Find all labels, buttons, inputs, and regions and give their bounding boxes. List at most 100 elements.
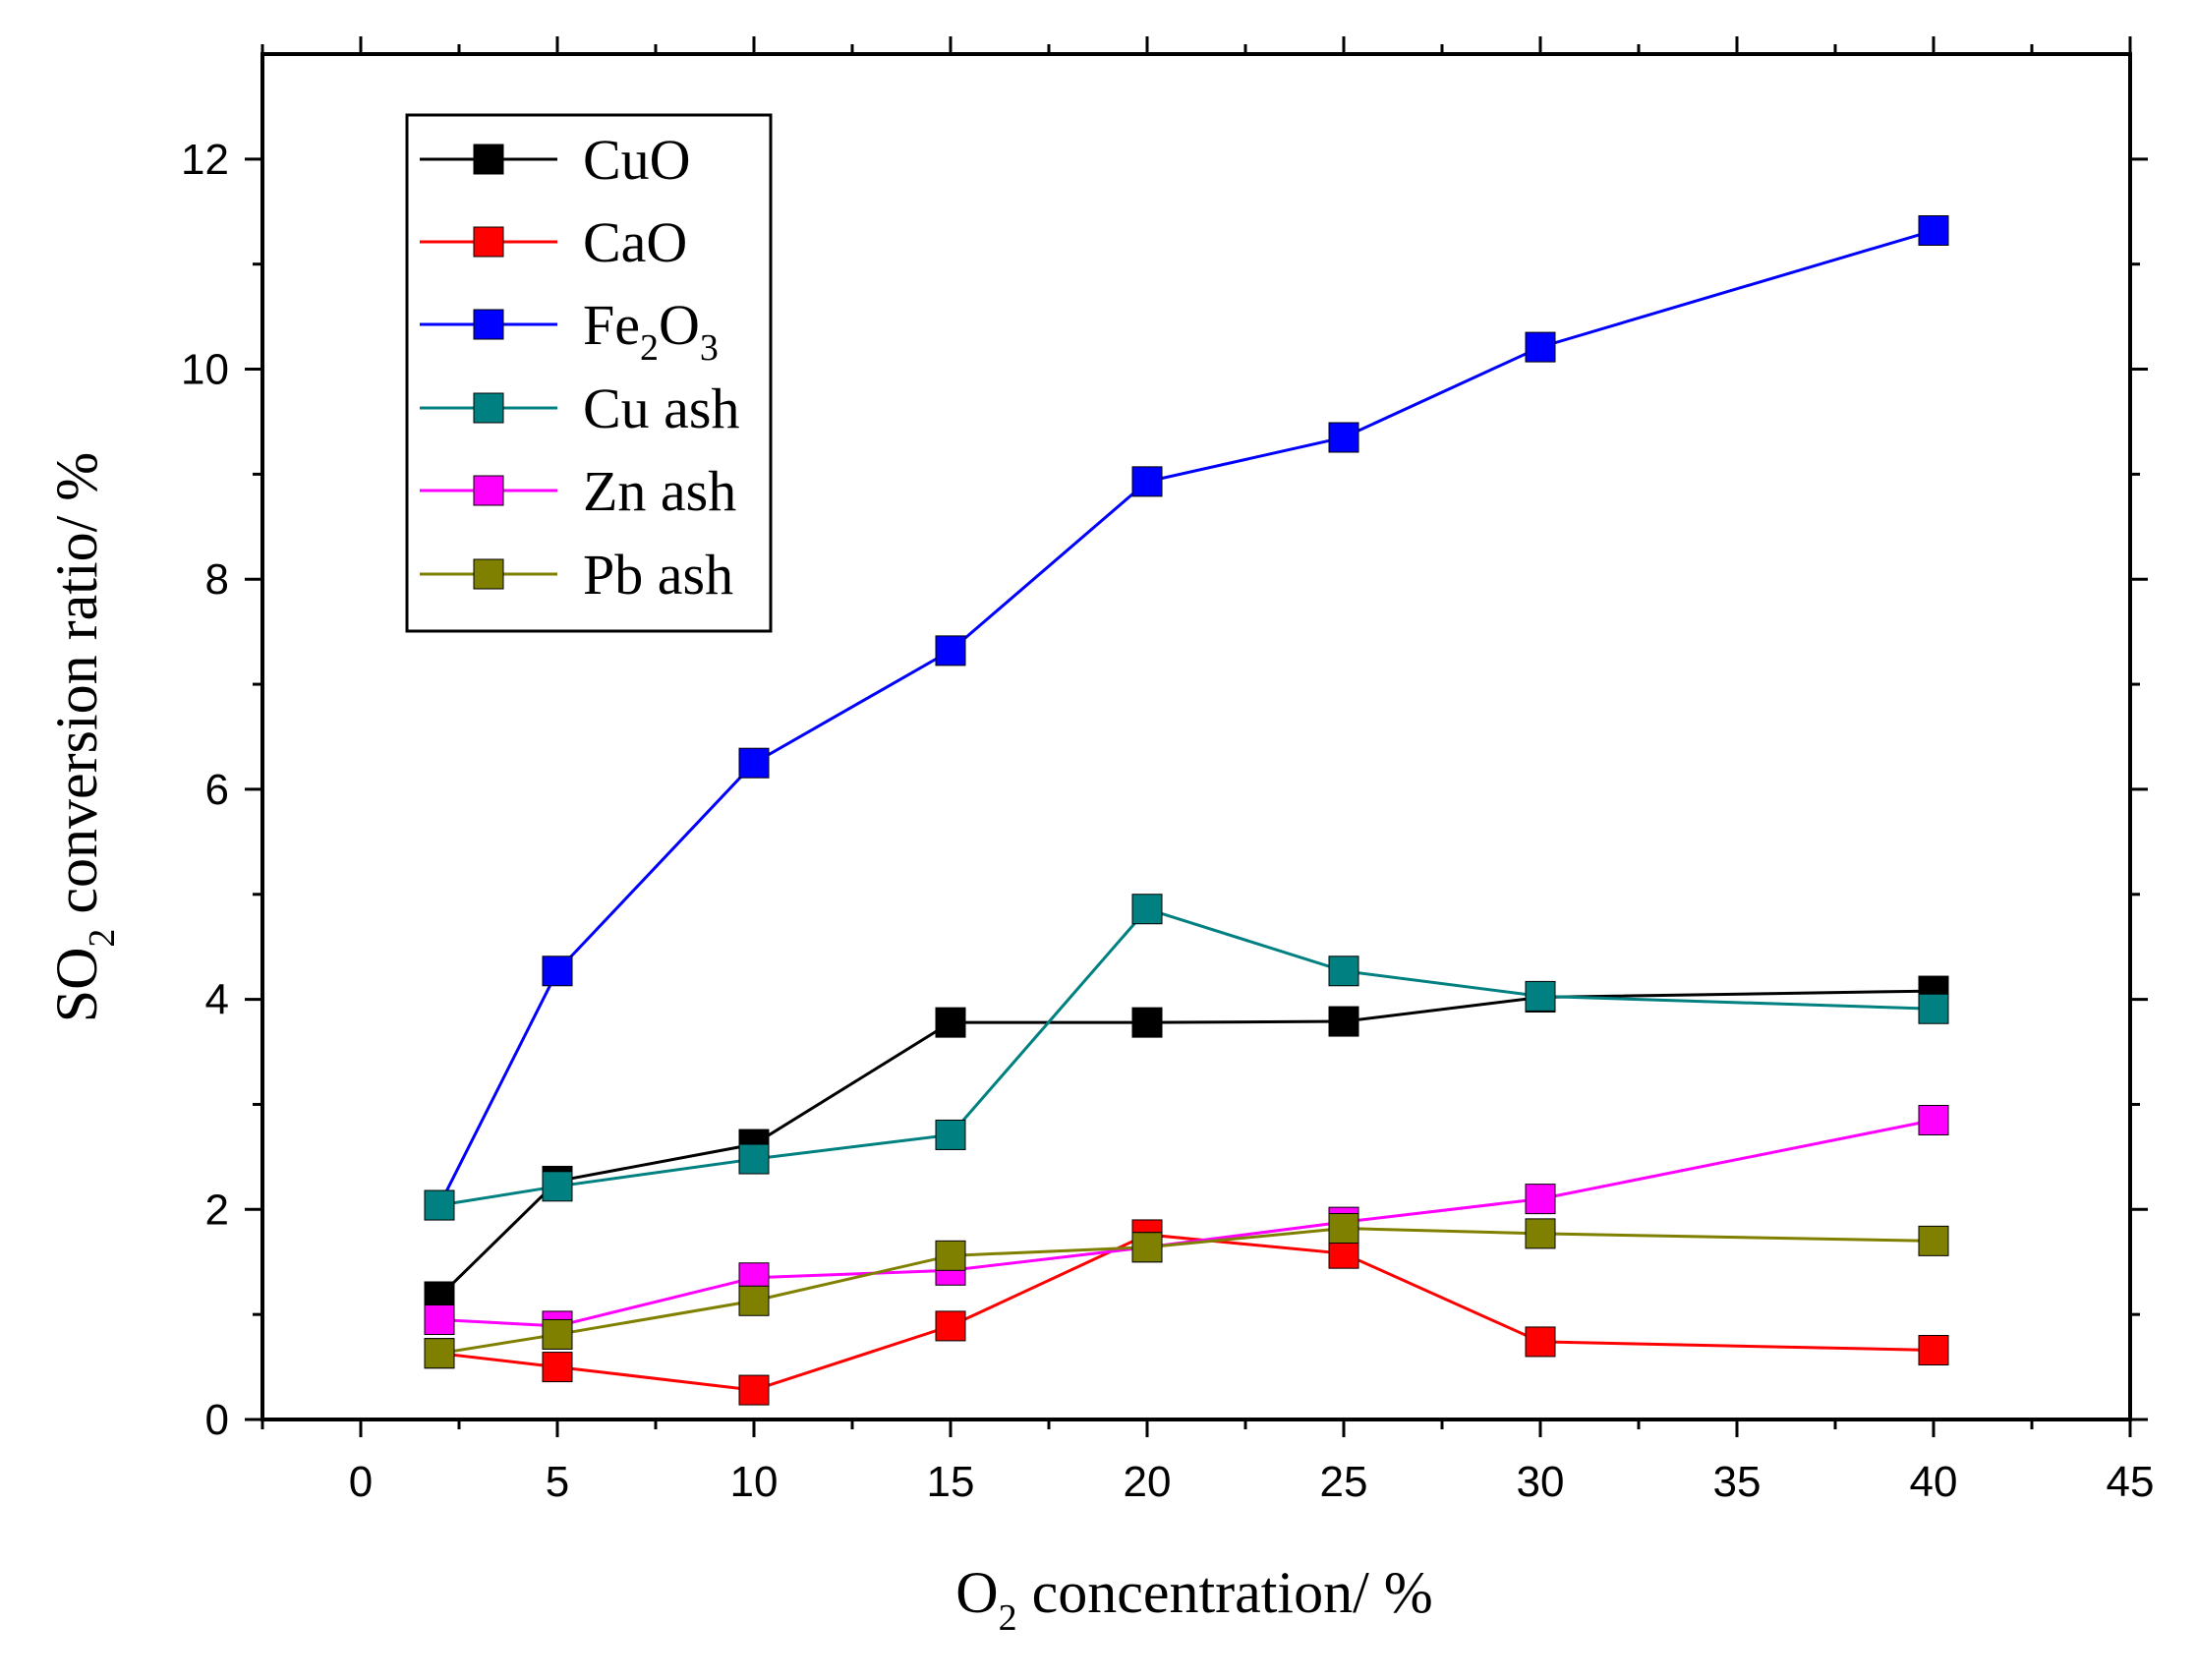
- data-point-pb-ash: [935, 1240, 966, 1271]
- legend-label-part: Pb ash: [583, 543, 733, 607]
- legend-entry-cu-ash: Cu ash: [420, 377, 740, 440]
- data-point-cu-ash: [424, 1189, 455, 1221]
- data-point-cao: [1525, 1326, 1556, 1358]
- series-line-zn-ash: [438, 1119, 1935, 1328]
- y-tick-label: 0: [205, 1396, 229, 1444]
- data-point-fe2o3: [542, 956, 573, 987]
- data-point-pb-ash: [738, 1285, 770, 1316]
- data-point-cu-ash: [738, 1143, 770, 1175]
- legend-label-part: 3: [700, 327, 719, 369]
- legend-box: [405, 113, 773, 633]
- legend-entry-fe2o3: Fe2O3: [420, 293, 719, 369]
- legend-label-part: CuO: [583, 128, 691, 192]
- legend-entry-zn-ash: Zn ash: [420, 459, 736, 523]
- data-point-cao: [1328, 1238, 1359, 1269]
- legend: CuO CaO Fe2O3 Cu ash Zn ash Pb ash: [405, 113, 773, 633]
- x-tick-label: 20: [1124, 1458, 1172, 1506]
- legend-label-part: O: [659, 293, 700, 357]
- legend-label: CaO: [583, 210, 687, 274]
- data-point-fe2o3: [1525, 331, 1556, 363]
- x-tick-label: 25: [1320, 1458, 1368, 1506]
- data-point-cu-ash: [542, 1171, 573, 1202]
- series-line-cu-ash: [438, 907, 1935, 1207]
- y-axis-title: SO2 conversion ratio/ %: [44, 452, 123, 1023]
- data-point-pb-ash: [1328, 1213, 1359, 1245]
- plot-frame: [260, 52, 2132, 1421]
- y-axis-title-sub: 2: [82, 929, 123, 948]
- data-point-cuo: [935, 1007, 966, 1038]
- x-tick-label: 35: [1713, 1458, 1762, 1506]
- legend-label: Fe2O3: [583, 293, 719, 369]
- legend-label-part: Cu ash: [583, 377, 740, 440]
- legend-entry-cuo: CuO: [420, 128, 691, 192]
- legend-marker: [473, 475, 504, 506]
- data-point-zn-ash: [1525, 1184, 1556, 1215]
- y-axis-title-post: conversion ratio/ %: [44, 452, 109, 929]
- data-point-cao: [935, 1310, 966, 1342]
- data-point-cao: [1918, 1334, 1949, 1365]
- legend-marker: [473, 144, 504, 175]
- data-point-cu-ash: [1131, 894, 1163, 925]
- series-line-pb-ash: [438, 1227, 1935, 1356]
- x-tick-label: 10: [730, 1458, 779, 1506]
- legend-marker: [473, 309, 504, 340]
- x-tick-label: 0: [349, 1458, 373, 1506]
- legend-label-part: CaO: [583, 210, 687, 274]
- x-tick-label: 30: [1517, 1458, 1565, 1506]
- series-cao: [424, 1219, 1949, 1406]
- data-point-fe2o3: [935, 635, 966, 666]
- series-line-fe2o3: [437, 229, 1935, 1206]
- y-tick-label: 8: [205, 555, 229, 604]
- data-point-zn-ash: [424, 1303, 455, 1335]
- data-point-pb-ash: [1918, 1225, 1949, 1256]
- legend-label-part: Fe: [583, 293, 640, 357]
- x-axis-title-sub: 2: [999, 1597, 1017, 1639]
- series-group: [424, 215, 1949, 1406]
- y-axis-title-pre: SO: [44, 948, 109, 1023]
- tick-labels: 0 5 10 15 20 25 30 35 40 45 0 2 4 6 8 10 12: [181, 136, 2154, 1506]
- legend-label-part: 2: [640, 327, 659, 369]
- series-line-cao: [438, 1233, 1935, 1392]
- data-point-cu-ash: [1328, 956, 1359, 987]
- series-pb-ash: [424, 1213, 1949, 1369]
- legend-marker: [473, 226, 504, 258]
- data-point-cao: [738, 1374, 770, 1406]
- data-point-pb-ash: [424, 1338, 455, 1369]
- legend-marker: [473, 392, 504, 424]
- data-point-fe2o3: [1328, 422, 1359, 453]
- legend-label-part: Zn ash: [583, 459, 736, 523]
- data-point-pb-ash: [1131, 1232, 1163, 1263]
- y-tick-label: 12: [181, 136, 229, 184]
- data-point-fe2o3: [1131, 466, 1163, 497]
- x-tick-label: 5: [546, 1458, 569, 1506]
- legend-entry-cao: CaO: [420, 210, 687, 274]
- x-tick-label: 45: [2107, 1458, 2155, 1506]
- legend-label: Zn ash: [583, 459, 736, 523]
- data-point-cu-ash: [935, 1119, 966, 1150]
- legend-entry-pb-ash: Pb ash: [420, 543, 733, 607]
- y-tick-label: 6: [205, 766, 229, 814]
- data-point-cu-ash: [1918, 993, 1949, 1024]
- x-axis-title-pre: O: [955, 1560, 998, 1625]
- legend-marker: [473, 558, 504, 590]
- data-point-fe2o3: [738, 747, 770, 779]
- data-point-cao: [542, 1352, 573, 1383]
- series-fe2o3: [424, 215, 1949, 1221]
- y-tick-label: 4: [205, 976, 229, 1024]
- data-point-cu-ash: [1525, 980, 1556, 1012]
- y-tick-label: 2: [205, 1186, 229, 1234]
- data-point-cuo: [1131, 1007, 1163, 1038]
- x-tick-label: 15: [927, 1458, 975, 1506]
- data-point-pb-ash: [1525, 1218, 1556, 1249]
- data-point-cuo: [1328, 1006, 1359, 1037]
- x-axis-title-post: concentration/ %: [1017, 1560, 1433, 1625]
- data-point-pb-ash: [542, 1318, 573, 1350]
- series-cu-ash: [424, 894, 1949, 1221]
- legend-label: Cu ash: [583, 377, 740, 440]
- y-tick-label: 10: [181, 346, 229, 394]
- data-point-fe2o3: [1918, 215, 1949, 247]
- legend-label: Pb ash: [583, 543, 733, 607]
- x-axis-title: O2 concentration/ %: [955, 1560, 1433, 1639]
